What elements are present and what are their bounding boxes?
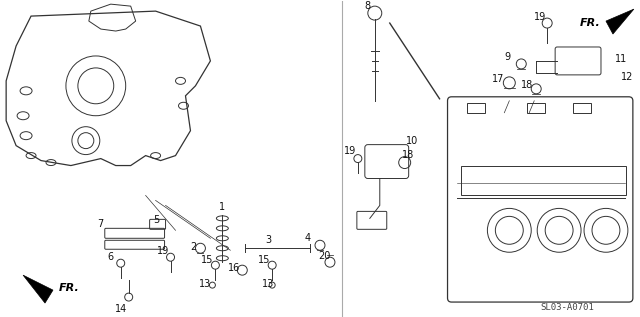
Bar <box>461 165 626 196</box>
Text: 19: 19 <box>157 246 170 256</box>
Text: 15: 15 <box>258 255 270 265</box>
Text: 3: 3 <box>265 235 271 245</box>
Text: 16: 16 <box>228 263 241 273</box>
Text: 4: 4 <box>305 233 311 243</box>
Text: 12: 12 <box>621 72 633 82</box>
Text: 11: 11 <box>615 54 627 64</box>
Bar <box>467 103 485 113</box>
Text: FR.: FR. <box>59 283 80 293</box>
Text: 19: 19 <box>534 12 547 22</box>
Text: 18: 18 <box>521 80 533 90</box>
Text: 13: 13 <box>199 279 212 289</box>
Text: 14: 14 <box>115 304 127 314</box>
Text: 19: 19 <box>344 146 356 156</box>
Text: FR.: FR. <box>580 18 601 28</box>
Text: 2: 2 <box>190 242 196 252</box>
Text: 15: 15 <box>201 255 214 265</box>
Text: 17: 17 <box>492 74 504 84</box>
Text: 13: 13 <box>262 279 275 289</box>
Text: 6: 6 <box>108 252 114 262</box>
Polygon shape <box>606 9 634 34</box>
Text: 7: 7 <box>98 219 104 229</box>
Polygon shape <box>23 275 53 303</box>
Text: 1: 1 <box>220 202 225 212</box>
Text: 5: 5 <box>154 215 160 225</box>
Text: 20: 20 <box>318 251 330 261</box>
Bar <box>527 103 545 113</box>
Text: 9: 9 <box>504 52 510 62</box>
Text: 18: 18 <box>401 150 414 159</box>
Bar <box>573 103 591 113</box>
Text: 8: 8 <box>365 1 371 11</box>
Text: SL03-A0701: SL03-A0701 <box>540 302 594 312</box>
Text: 10: 10 <box>406 136 418 146</box>
